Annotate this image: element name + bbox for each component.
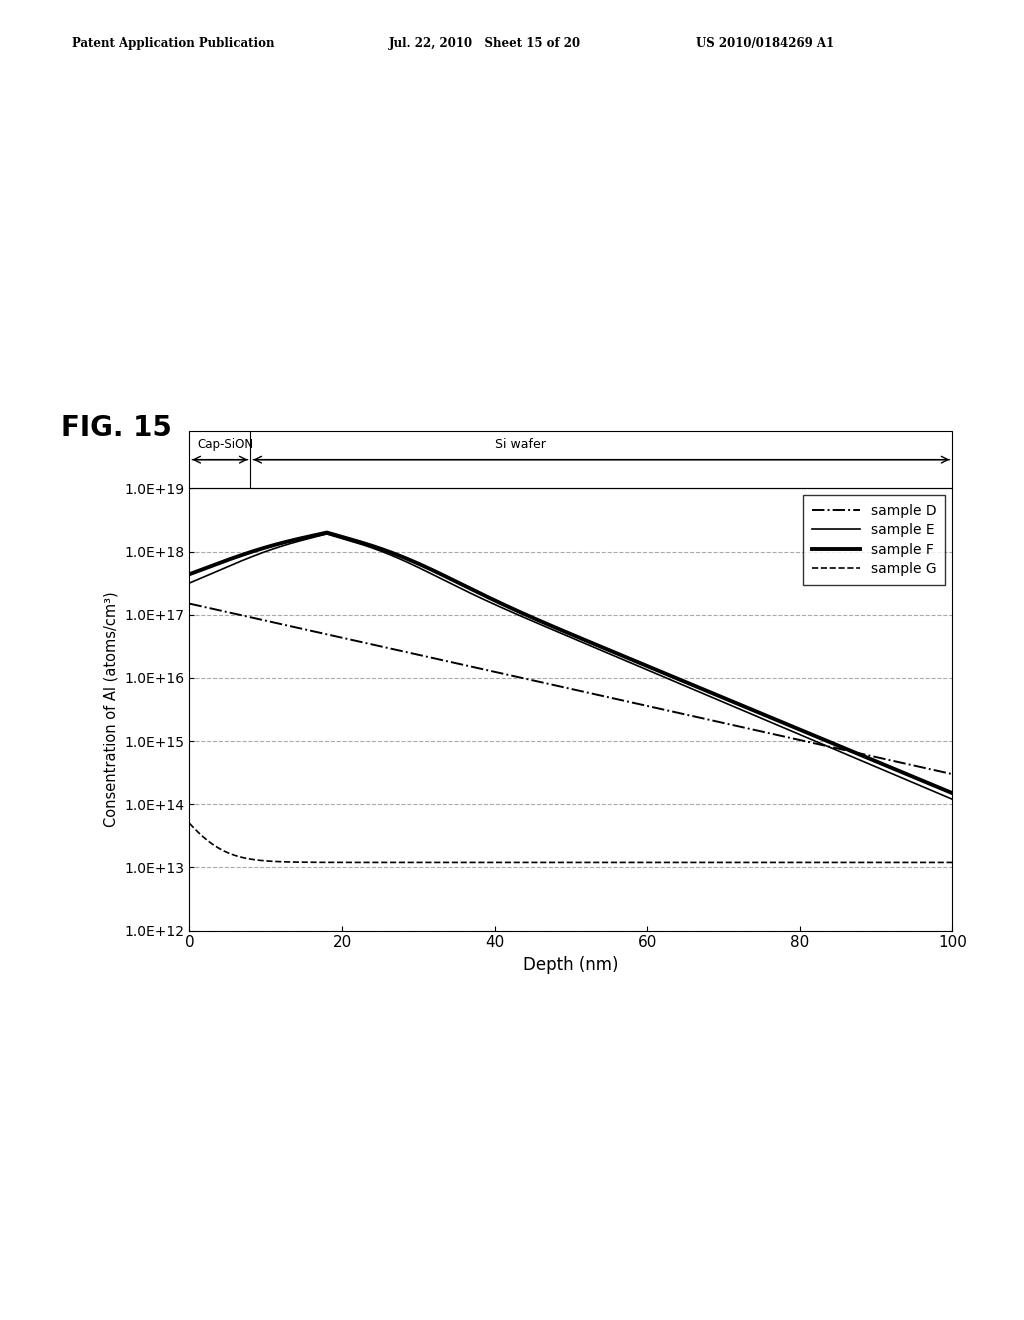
X-axis label: Depth (nm): Depth (nm)	[523, 956, 618, 974]
Text: US 2010/0184269 A1: US 2010/0184269 A1	[696, 37, 835, 50]
FancyBboxPatch shape	[189, 430, 952, 488]
Legend: sample D, sample E, sample F, sample G: sample D, sample E, sample F, sample G	[804, 495, 945, 585]
Text: Jul. 22, 2010   Sheet 15 of 20: Jul. 22, 2010 Sheet 15 of 20	[389, 37, 582, 50]
Text: Patent Application Publication: Patent Application Publication	[72, 37, 274, 50]
Text: Si wafer: Si wafer	[495, 437, 546, 450]
Text: Cap-SiON: Cap-SiON	[197, 437, 253, 450]
Y-axis label: Consentration of Al (atoms/cm³): Consentration of Al (atoms/cm³)	[103, 591, 119, 828]
Text: FIG. 15: FIG. 15	[61, 414, 172, 442]
